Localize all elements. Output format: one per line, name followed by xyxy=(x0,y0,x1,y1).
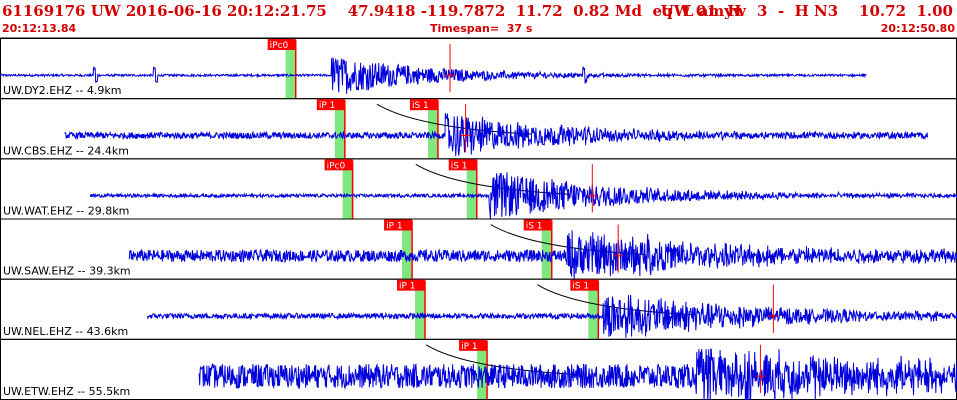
waveform-trace xyxy=(0,57,867,94)
pick-label-box xyxy=(459,339,488,351)
pick-label: iPc0 xyxy=(270,41,289,51)
pick-shade xyxy=(466,168,477,219)
pick-label: iS 1 xyxy=(412,101,429,111)
pick-label: iS 1 xyxy=(572,282,589,292)
pick-label: iP 1 xyxy=(399,282,416,292)
pick-label-box xyxy=(523,219,552,231)
pick-label-box xyxy=(316,99,345,111)
waveform-trace xyxy=(90,172,957,220)
station-label: UW.CBS.EHZ -- 24.4km xyxy=(3,144,129,157)
pick-label: iP 1 xyxy=(461,342,478,352)
pick-shade xyxy=(402,228,413,279)
waveform-trace xyxy=(198,348,957,400)
pick-label-box xyxy=(570,279,599,291)
trace-panel xyxy=(0,98,957,160)
station-label: UW.DY2.EHZ -- 4.9km xyxy=(3,84,122,97)
pick-label-box xyxy=(448,159,477,171)
station-label: UW.WAT.EHZ -- 29.8km xyxy=(3,205,129,218)
time-start-label: 20:12:13.84 xyxy=(2,22,77,35)
station-label: UW.ETW.EHZ -- 55.5km xyxy=(3,385,130,398)
pick-shade xyxy=(334,108,345,159)
pick-shade xyxy=(588,288,599,339)
pick-label: iS 1 xyxy=(526,222,543,232)
pick-label: iP 1 xyxy=(386,222,403,232)
waveform-trace xyxy=(128,230,957,281)
pick-label-box xyxy=(384,219,413,231)
timespan-label: Timespan= 37 s xyxy=(430,22,533,35)
event-info: 61169176 UW 2016-06-16 20:12:21.75 47.94… xyxy=(2,2,746,20)
pick-label-box xyxy=(267,39,296,50)
pick-shade xyxy=(285,48,296,99)
trace-panel xyxy=(0,158,957,220)
station-label: UW.SAW.EHZ -- 39.3km xyxy=(3,265,131,278)
pick-shade xyxy=(415,288,426,339)
event-header: 61169176 UW 2016-06-16 20:12:21.75 47.94… xyxy=(0,0,957,22)
time-end-label: 20:12:50.80 xyxy=(880,22,955,35)
theoretical-arrival-curve xyxy=(415,163,571,195)
channel-info: UW 01 H 3 - H N3 10.72 1.00 xyxy=(660,2,953,20)
pick-label: iP 1 xyxy=(319,101,336,111)
station-label: UW.NEL.EHZ -- 43.6km xyxy=(3,325,128,338)
pick-label: iS 1 xyxy=(451,161,468,171)
trace-panel xyxy=(0,278,957,340)
pick-label: iPc0 xyxy=(327,161,346,171)
pick-label-box xyxy=(397,279,426,291)
trace-panel xyxy=(0,38,957,100)
waveform-trace xyxy=(64,113,929,157)
waveform-trace xyxy=(146,294,957,338)
pick-label-box xyxy=(324,159,353,171)
pick-label-box xyxy=(409,99,438,111)
